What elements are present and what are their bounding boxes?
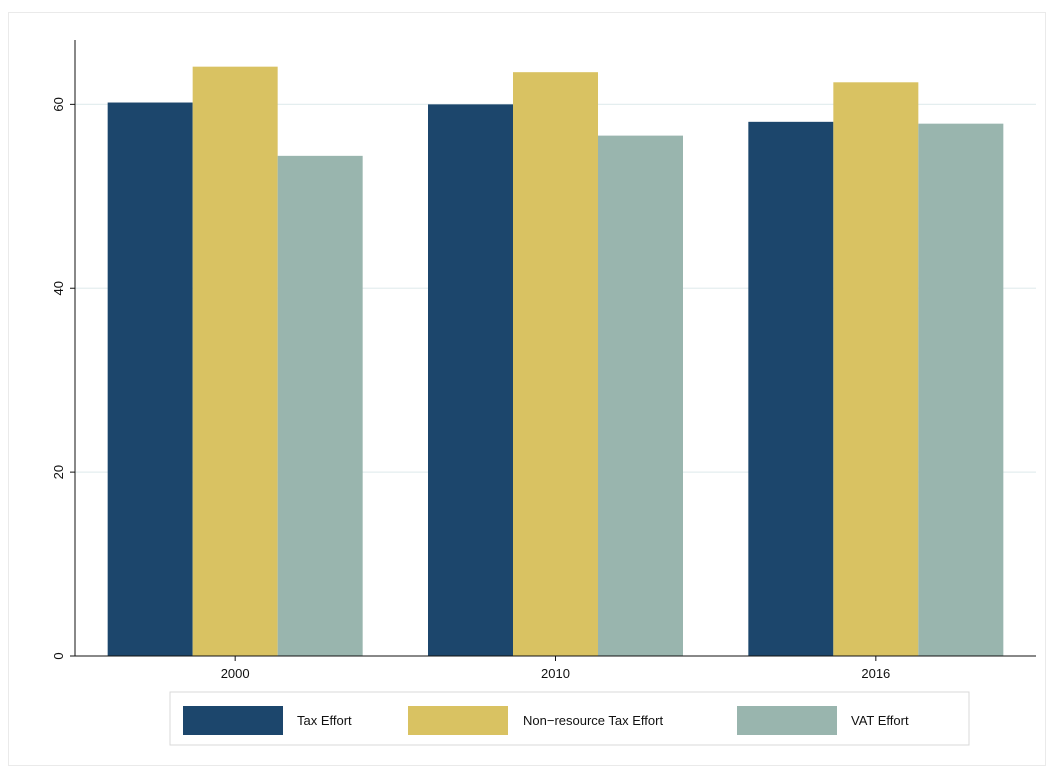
bar bbox=[513, 72, 598, 657]
bar bbox=[107, 102, 193, 656]
bar bbox=[192, 66, 278, 656]
legend-swatch bbox=[737, 706, 837, 735]
legend: Tax Effort Non−resource Tax Effort VAT Eff… bbox=[169, 691, 970, 746]
axes: 2000 2010 2016 0 20 40 60 bbox=[51, 40, 1036, 681]
y-tick-label: 60 bbox=[51, 97, 66, 111]
bar bbox=[748, 121, 834, 657]
legend-label: Tax Effort bbox=[297, 713, 352, 728]
bar bbox=[598, 135, 683, 656]
y-tick-label: 40 bbox=[51, 281, 66, 295]
legend-swatch bbox=[408, 706, 508, 735]
bar bbox=[428, 104, 513, 656]
y-tick-label: 20 bbox=[51, 465, 66, 479]
x-tick-label: 2000 bbox=[221, 666, 250, 681]
legend-label: VAT Effort bbox=[851, 713, 909, 728]
bar bbox=[277, 155, 363, 656]
bar bbox=[833, 82, 919, 656]
legend-swatch bbox=[183, 706, 283, 735]
bars bbox=[107, 66, 1004, 657]
bar bbox=[918, 123, 1004, 657]
x-tick-label: 2010 bbox=[541, 666, 570, 681]
y-tick-label: 0 bbox=[51, 652, 66, 659]
legend-label: Non−resource Tax Effort bbox=[523, 713, 663, 728]
x-tick-label: 2016 bbox=[861, 666, 890, 681]
